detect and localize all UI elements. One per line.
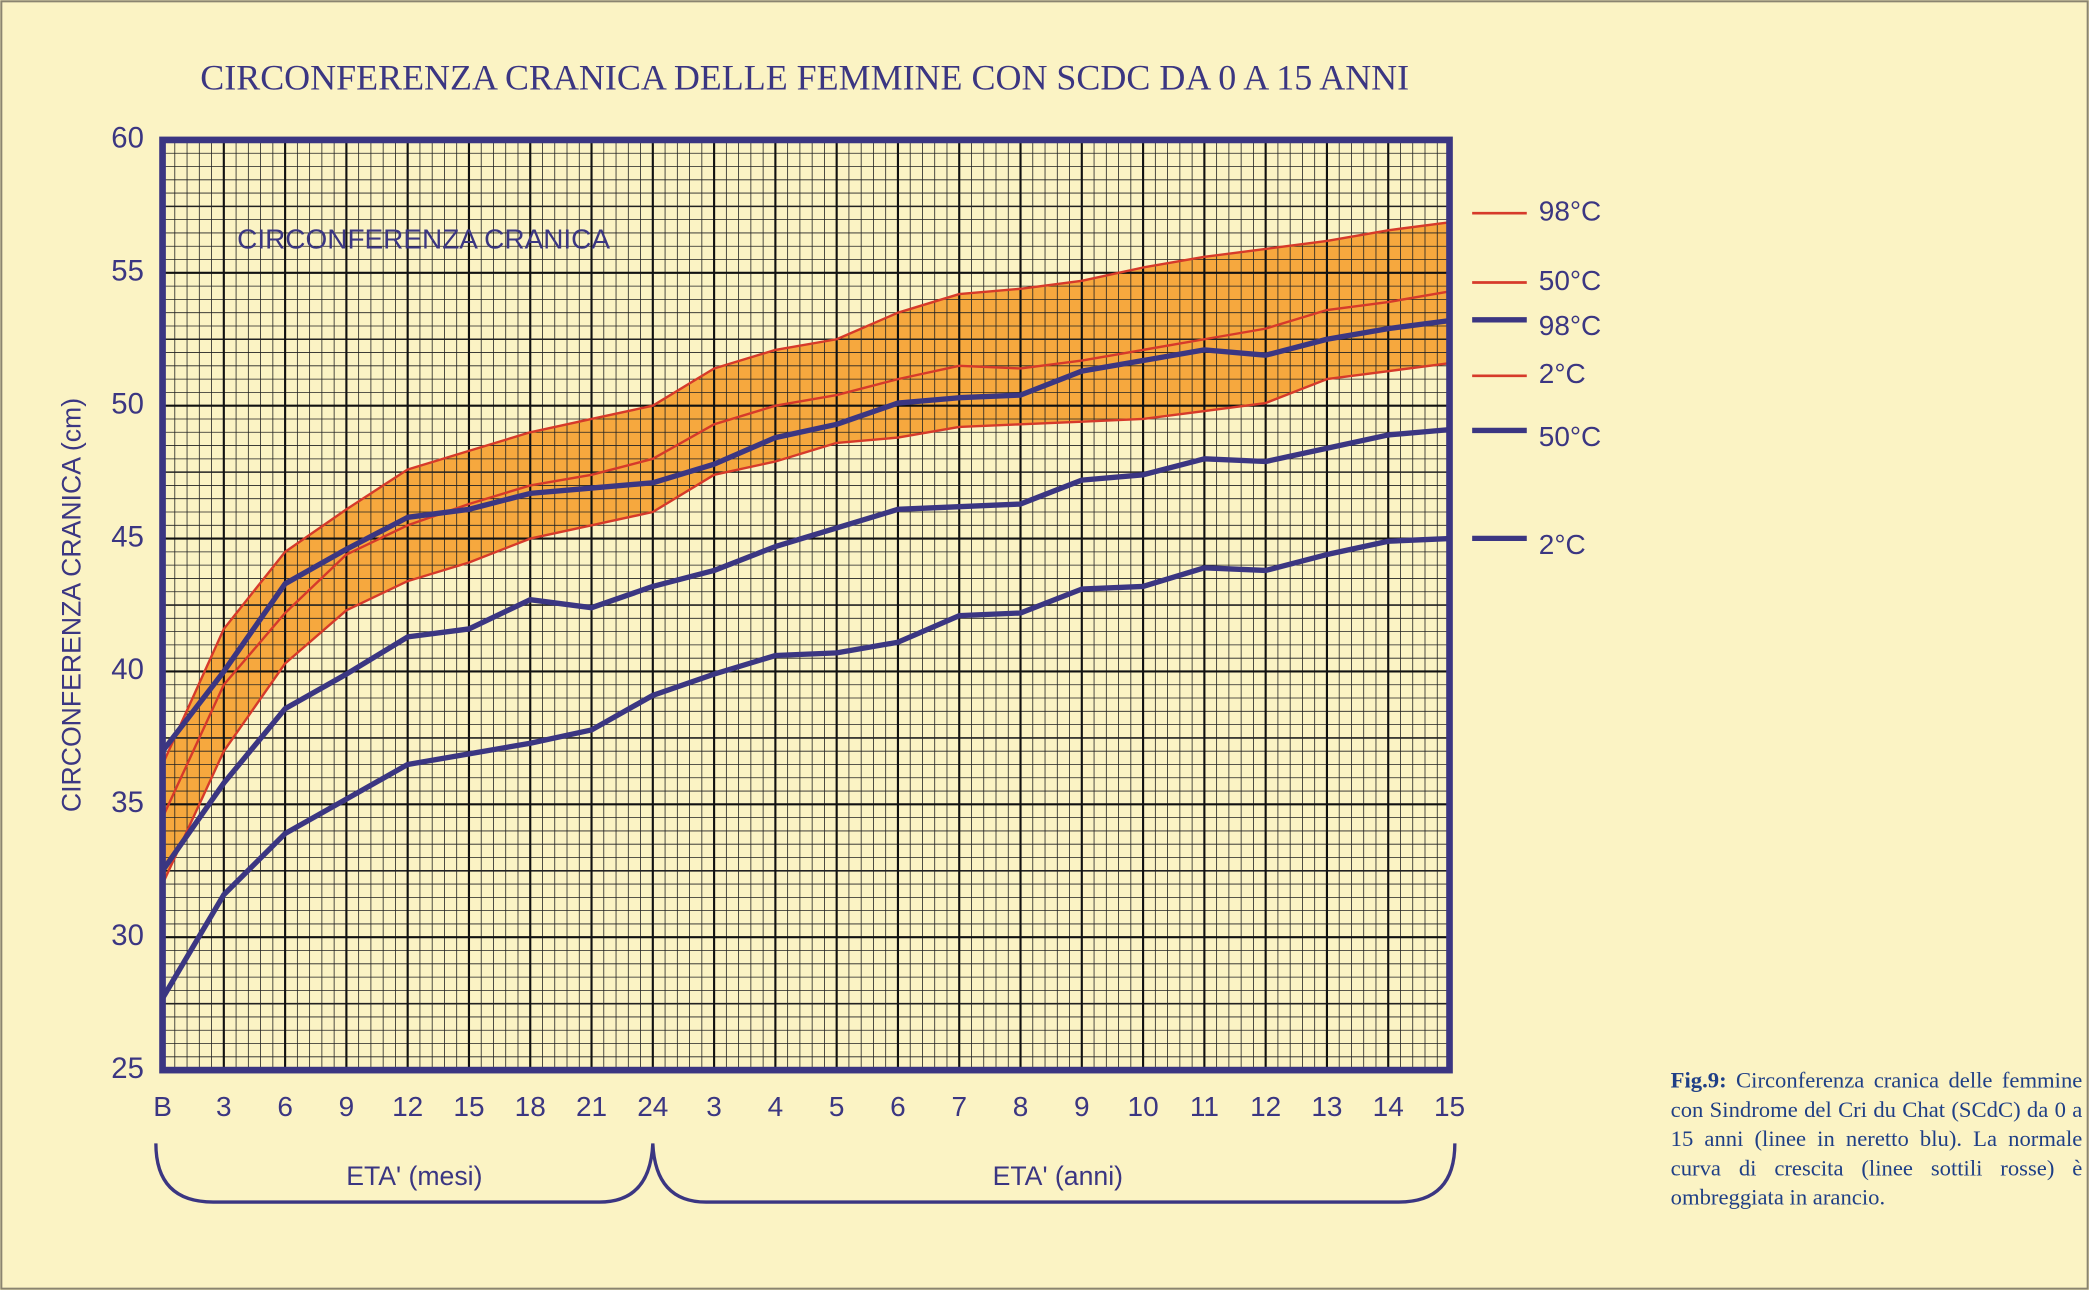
x-tick-label: 18: [515, 1091, 546, 1122]
legend-label: 50°C: [1539, 265, 1601, 296]
legend-label: 2°C: [1539, 358, 1586, 389]
x-tick-label: 24: [637, 1091, 668, 1122]
x-tick-label: B: [153, 1091, 172, 1122]
x-tick-label: 21: [576, 1091, 607, 1122]
x-tick-label: 12: [1250, 1091, 1281, 1122]
series-line: [161, 221, 1450, 765]
chart-title: CIRCONFERENZA CRANICA DELLE FEMMINE CON …: [200, 58, 1409, 98]
x-group-label: ETA' (mesi): [346, 1161, 482, 1191]
legend-label: 50°C: [1539, 421, 1601, 452]
y-tick-label: 25: [111, 1052, 144, 1085]
x-tick-label: 11: [1190, 1091, 1219, 1122]
y-tick-label: 40: [111, 653, 144, 686]
x-tick-label: 8: [1013, 1091, 1029, 1122]
x-tick-label: 13: [1311, 1091, 1342, 1122]
caption-text: Circonferenza cranica delle femmine con …: [1670, 1067, 2083, 1211]
x-group-label: ETA' (anni): [993, 1161, 1123, 1191]
x-tick-label: 6: [890, 1091, 906, 1122]
axis-brace: [154, 1143, 1457, 1204]
normal-band: [162, 222, 1450, 885]
x-tick-label: 7: [951, 1091, 967, 1122]
caption-lead: Fig.9:: [1670, 1067, 1727, 1093]
series-line: [160, 535, 1450, 1000]
plot-frame: [159, 136, 1453, 1074]
x-tick-label: 5: [829, 1091, 845, 1122]
x-tick-label: 3: [216, 1091, 232, 1122]
caption: Fig.9: Circonferenza cranica delle femmi…: [1671, 1066, 2083, 1213]
y-tick-label: 60: [111, 122, 144, 155]
legend-label: 2°C: [1539, 529, 1586, 560]
series-line: [160, 426, 1450, 873]
x-tick-label: 3: [706, 1091, 722, 1122]
x-tick-label: 6: [277, 1091, 293, 1122]
x-tick-label: 10: [1128, 1091, 1159, 1122]
x-tick-label: 14: [1373, 1091, 1404, 1122]
x-tick-label: 9: [339, 1091, 355, 1122]
y-tick-label: 35: [111, 786, 144, 819]
y-tick-label: 30: [111, 919, 144, 952]
y-tick-label: 55: [111, 255, 144, 288]
x-tick-label: 9: [1074, 1091, 1090, 1122]
inner-label: CIRCONFERENZA CRANICA: [237, 224, 610, 255]
x-tick-label: 4: [768, 1091, 784, 1122]
x-tick-label: 15: [1434, 1091, 1465, 1122]
x-tick-label: 15: [453, 1091, 484, 1122]
series-line: [160, 318, 1450, 753]
series-line: [161, 361, 1450, 885]
y-tick-label: 50: [111, 387, 144, 420]
y-tick-label: 45: [111, 520, 144, 553]
legend-label: 98°C: [1539, 310, 1601, 341]
x-tick-label: 12: [392, 1091, 423, 1122]
plot: CIRCONFERENZA CRANICA: [159, 136, 1453, 1074]
series-line: [161, 290, 1450, 819]
y-axis-label: CIRCONFERENZA CRANICA (cm): [56, 398, 86, 812]
legend-label: 98°C: [1539, 196, 1601, 227]
